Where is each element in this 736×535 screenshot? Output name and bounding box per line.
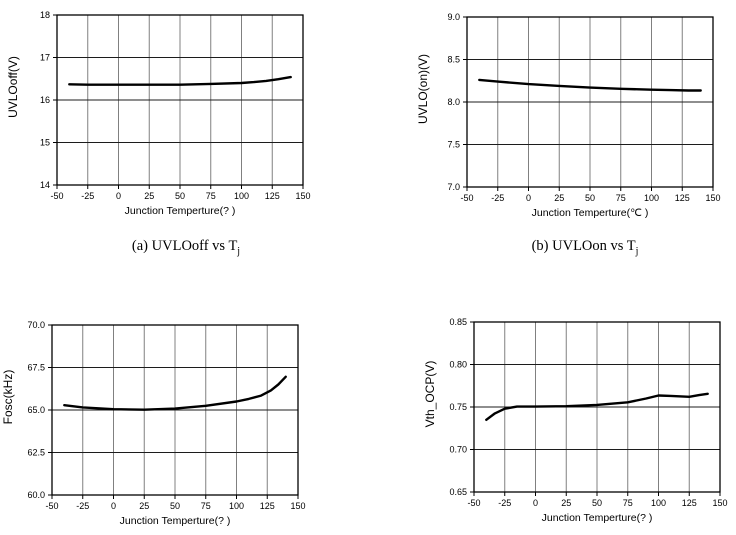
y-tick-label: 0.85 bbox=[449, 317, 467, 327]
x-tick-label: 150 bbox=[705, 193, 720, 203]
data-curve bbox=[63, 375, 287, 411]
y-tick-label: 17 bbox=[40, 53, 50, 63]
caption-a-subscript: j bbox=[237, 245, 241, 257]
x-tick-label: -25 bbox=[491, 193, 504, 203]
y-tick-label: 0.70 bbox=[449, 445, 467, 455]
x-tick-label: -50 bbox=[467, 498, 480, 508]
x-axis-label: Junction Temperture(℃ ) bbox=[532, 207, 649, 219]
y-tick-label: 60.0 bbox=[27, 490, 45, 500]
y-tick-label: 14 bbox=[40, 180, 50, 190]
x-tick-label: 100 bbox=[229, 501, 244, 511]
caption-b-text: UVLOon vs T bbox=[548, 238, 636, 254]
caption-b-subscript: j bbox=[635, 245, 639, 257]
x-tick-label: 125 bbox=[675, 193, 690, 203]
y-tick-label: 0.75 bbox=[449, 402, 467, 412]
data-curve bbox=[68, 75, 292, 86]
caption-a-index: (a) bbox=[131, 238, 149, 254]
y-tick-label: 18 bbox=[40, 10, 50, 20]
x-tick-label: 75 bbox=[206, 191, 216, 201]
y-tick-label: 70.0 bbox=[27, 320, 45, 330]
caption-b: (b) UVLOon vs Tj bbox=[460, 238, 710, 257]
y-tick-label: 7.0 bbox=[447, 182, 460, 192]
y-tick-label: 0.80 bbox=[449, 360, 467, 370]
chart-uvloon-vs-tj: -50 -25 0 25 50 75 100 125 150 7.0 7.5 8.0 8.5 9.0 Jun… bbox=[416, 12, 721, 219]
x-tick-label: -50 bbox=[460, 193, 473, 203]
data-curve bbox=[485, 392, 709, 422]
x-tick-label: 125 bbox=[682, 498, 697, 508]
caption-a-text: UVLOoff vs T bbox=[148, 238, 238, 254]
x-tick-label: 150 bbox=[290, 501, 305, 511]
x-tick-label: -25 bbox=[81, 191, 94, 201]
x-tick-label: -50 bbox=[45, 501, 58, 511]
x-tick-label: 50 bbox=[585, 193, 595, 203]
x-axis-label: Junction Temperture(? ) bbox=[125, 205, 236, 217]
x-axis-label: Junction Temperture(? ) bbox=[120, 515, 231, 527]
y-axis-label: UVLO(on)(V) bbox=[416, 54, 430, 124]
y-axis-label: Fosc(kHz) bbox=[1, 370, 15, 425]
y-tick-label: 8.5 bbox=[447, 55, 460, 65]
y-axis-label: UVLOoff(V) bbox=[6, 56, 20, 118]
plot-area: -50 -25 0 25 50 75 100 125 150 7.0 7.5 8.0 8.5 9.0 Jun… bbox=[416, 12, 721, 219]
x-tick-label: 0 bbox=[526, 193, 531, 203]
x-tick-label: 75 bbox=[616, 193, 626, 203]
x-tick-label: -50 bbox=[50, 191, 63, 201]
x-tick-label: 25 bbox=[144, 191, 154, 201]
y-tick-label: 67.5 bbox=[27, 363, 45, 373]
y-tick-label: 8.0 bbox=[447, 97, 460, 107]
data-curve bbox=[478, 78, 702, 92]
chart-vth-ocp-vs-tj: -50 -25 0 25 50 75 100 125 150 0.65 0.70 0.75 0.80 0.… bbox=[423, 317, 728, 524]
x-tick-label: 50 bbox=[175, 191, 185, 201]
x-tick-label: 75 bbox=[623, 498, 633, 508]
y-tick-label: 15 bbox=[40, 138, 50, 148]
x-tick-label: 100 bbox=[651, 498, 666, 508]
y-tick-label: 0.65 bbox=[449, 487, 467, 497]
y-tick-label: 7.5 bbox=[447, 140, 460, 150]
caption-b-index: (b) bbox=[531, 238, 549, 254]
x-tick-label: 0 bbox=[533, 498, 538, 508]
x-tick-label: 50 bbox=[592, 498, 602, 508]
x-tick-label: 125 bbox=[260, 501, 275, 511]
y-tick-label: 16 bbox=[40, 95, 50, 105]
x-tick-label: 50 bbox=[170, 501, 180, 511]
caption-a: (a) UVLOoff vs Tj bbox=[61, 238, 311, 257]
y-axis-label: Vth_OCP(V) bbox=[423, 361, 437, 428]
x-tick-label: 0 bbox=[116, 191, 121, 201]
x-tick-label: 25 bbox=[561, 498, 571, 508]
x-tick-label: 150 bbox=[295, 191, 310, 201]
x-tick-label: 100 bbox=[234, 191, 249, 201]
plot-area: -50 -25 0 25 50 75 100 125 150 60.0 62.5 65.0 67.5 70… bbox=[1, 320, 306, 527]
plot-area: -50 -25 0 25 50 75 100 125 150 0.65 0.70 0.75 0.80 0.… bbox=[423, 317, 728, 524]
x-tick-label: -25 bbox=[498, 498, 511, 508]
x-tick-label: 25 bbox=[554, 193, 564, 203]
y-tick-label: 9.0 bbox=[447, 12, 460, 22]
x-axis-label: Junction Temperture(? ) bbox=[542, 512, 653, 524]
x-tick-label: 75 bbox=[201, 501, 211, 511]
plot-area: -50 -25 0 25 50 75 100 125 150 14 15 16 17 18 Junction… bbox=[6, 10, 311, 217]
chart-fosc-vs-tj: -50 -25 0 25 50 75 100 125 150 60.0 62.5 65.0 67.5 70… bbox=[1, 320, 306, 527]
x-tick-label: 25 bbox=[139, 501, 149, 511]
y-tick-label: 65.0 bbox=[27, 405, 45, 415]
y-tick-label: 62.5 bbox=[27, 448, 45, 458]
x-tick-label: -25 bbox=[76, 501, 89, 511]
chart-uvlooff-vs-tj: -50 -25 0 25 50 75 100 125 150 14 15 16 17 18 Junction… bbox=[6, 10, 311, 217]
x-tick-label: 0 bbox=[111, 501, 116, 511]
x-tick-label: 150 bbox=[712, 498, 727, 508]
x-tick-label: 100 bbox=[644, 193, 659, 203]
x-tick-label: 125 bbox=[265, 191, 280, 201]
